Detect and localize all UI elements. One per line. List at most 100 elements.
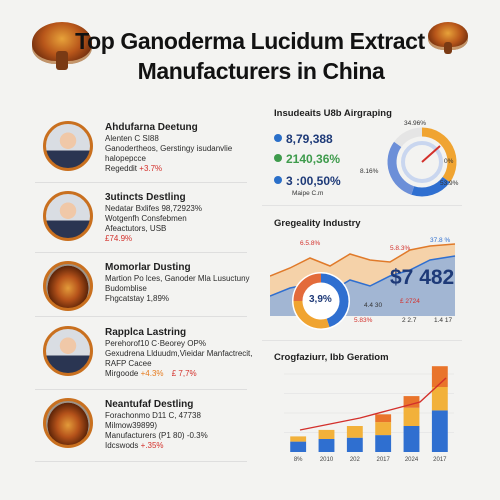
stat-3: 3 :00,50% [274,174,341,188]
bar-segment [431,387,448,411]
card-line: Perehorof10 C·Beorey OP% [105,339,206,348]
insights-panel: Insudeaits U8b Airgraping 8,79,388 2140,… [262,108,460,203]
card-name: Ahdufarna Deetung [105,122,198,133]
donut-label: 8.16% [360,168,379,175]
x-tick-label: 2017 [376,457,390,463]
manufacturer-card[interactable]: Momorlar Dusting Martion Po lces, Ganoder… [35,255,250,317]
manufacturer-card[interactable]: Ahdufarna Deetung Alenten C SI88 Ganoderth… [35,115,247,183]
avatar [43,191,93,241]
card-line: Martion Po lces, Ganoder Mla Lusuctuny [105,274,250,283]
card-line: Ganodertheos, Gerstingy isudanvlie [105,144,233,153]
bar-segment [290,436,307,442]
insights-donut-segment [411,176,450,197]
insights-donut-segment [394,127,423,148]
manufacturer-card[interactable]: 3utincts Destling Nedatar Bxlifes 98,7292… [35,185,247,253]
card-line: Alenten C SI88 [105,134,159,143]
area-label: 4.4 30 [364,302,383,309]
area-label: 1.4 17 [434,317,453,324]
industry-panel: Gregeality Industry 3,9% $7 482 6.5.8% 5… [262,218,460,336]
card-line: Nedatar Bxlifes 98,72923% [105,204,202,213]
donut-label: 53.9% [440,180,459,187]
industry-donut-segment [320,273,349,328]
page-title: Top Ganoderma Lucidum Extract Manufactur… [0,26,500,86]
stat-sub: Maipe C.m [292,190,324,197]
card-foot-value: +4.3% [140,369,164,378]
bar-segment [318,429,335,439]
x-tick-label: 2017 [433,457,447,463]
reishi-mushroom-icon [428,22,468,55]
area-label: 5.8.3% [390,245,411,252]
stat-dot-icon [274,176,282,184]
card-foot-value: +3.7% [139,164,163,173]
industry-donut-segment [293,273,322,302]
bar-segment [403,407,420,426]
bar-segment [431,366,448,387]
x-tick-label: 2010 [320,457,334,463]
card-foot-value: +.35% [140,441,164,450]
area-label: 5.83% [354,317,373,324]
card-line: Forachonmo D11 C, 47738 [105,411,201,420]
card-footer: £74.9% [105,234,245,244]
manufacturer-card[interactable]: Rapplca Lastring Perehorof10 C·Beorey OP%… [35,320,253,390]
bar-segment [375,422,392,436]
stat-dot-icon [274,154,282,162]
industry-value: $7 482 [390,266,455,289]
card-line: Manufacturers (P1 80) -0.3% [105,431,208,440]
card-name: Rapplca Lastring [105,327,187,338]
bar-segment [318,439,335,452]
card-line: Gexudrena Llduudm,Vieidar Manfactrecit, [105,349,253,358]
card-footer: Idcswods +.35% [105,441,245,451]
area-label: £ 2724 [400,298,420,305]
card-foot-label: Regeddit [105,164,138,173]
growth-bar-chart: 8% 2010 202 2017 2024 2017 [284,366,454,463]
inner-ring [401,141,443,183]
card-name: Momorlar Dusting [105,262,191,273]
gauge-needle [421,145,441,163]
avatar [43,121,93,171]
insights-donut [387,127,457,197]
industry-title: Gregeality Industry [274,218,361,229]
orange-area-line [270,243,456,277]
title-line-1: Top Ganoderma Lucidum Extract [75,28,425,54]
area-label: 6.5.8% [300,240,321,247]
donut-label: 34.96% [404,120,427,127]
donut-label: 0% [444,158,454,165]
card-line: Budomblise [105,284,147,293]
growth-panel: Crogfaziurr, Ibb Geratiom 8% 2010 202 2017 2… [262,352,460,464]
bar-segment [375,414,392,423]
bar-segment [431,410,448,452]
bar-segment [290,441,307,452]
card-name: Neantufaf Destling [105,399,194,410]
bar-segment [346,437,363,452]
x-tick-label: 8% [294,457,303,463]
x-tick-label: 2024 [405,457,419,463]
bar-segment [346,426,363,438]
stat-dot-icon [274,134,282,142]
card-line: RAFP Cacee [105,359,152,368]
x-tick-label: 202 [350,457,361,463]
card-footer: Mirgoode +4.3% £ 7,7% [105,369,245,379]
insights-title: Insudeaits U8b Airgraping [274,108,392,119]
card-line: Fhgcatstay 1,89% [105,294,170,303]
insights-donut-segment [421,127,457,183]
area-label: 2 2.7 [402,317,417,324]
bar-segment [403,426,420,452]
avatar [43,326,93,376]
reishi-mushroom-icon [32,22,92,71]
area-label: 37.8 % [430,237,451,244]
growth-title: Crogfaziurr, Ibb Geratiom [274,352,389,363]
bar-segment [403,396,420,408]
industry-donut-segment [293,300,330,329]
stat-2: 2140,36% [274,152,340,166]
card-extra-value: £ 7,7% [171,369,197,378]
insights-donut-segment [387,141,415,195]
industry-donut [292,272,350,330]
card-line: halopepcce [105,154,146,163]
stat-1: 8,79,388 [274,132,333,146]
bar-segment [375,435,392,452]
card-line: Milmow39899) [105,421,158,430]
trend-line [299,377,447,431]
card-foot-value: £74.9% [105,234,133,243]
manufacturer-card[interactable]: Neantufaf Destling Forachonmo D11 C, 4773… [35,392,247,462]
card-line: Afeactutors, USB [105,224,167,233]
